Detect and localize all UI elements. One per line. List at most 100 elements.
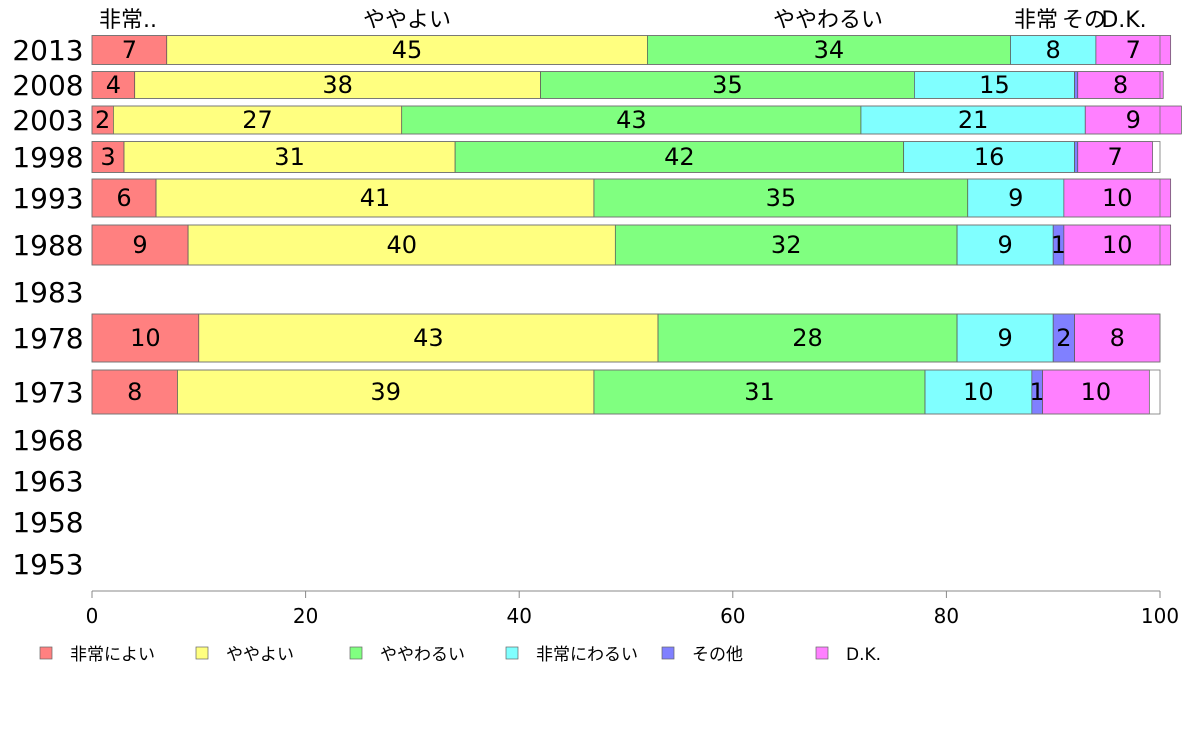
bar-row: 4 38 35 15 8: [91, 71, 1164, 99]
segment-value-label: 9: [1008, 184, 1023, 212]
bar-row: 8 39 31 10 1 10: [91, 369, 1161, 415]
bar-row: 3 31 42 16 7: [91, 141, 1161, 173]
bar-segment: [860, 105, 1086, 135]
column-header: ややよい: [363, 8, 451, 33]
year-label: 1998: [12, 141, 83, 174]
legend-label: 非常にわるい: [536, 645, 638, 665]
bar-segment: [401, 105, 862, 135]
x-axis: 0 20 40 60 80 100: [86, 590, 1179, 628]
bar-segment: [1063, 178, 1172, 218]
segment-value-label: 15: [979, 71, 1010, 99]
bar-frame: [91, 35, 1161, 65]
segment-value-label: 9: [997, 324, 1012, 352]
segment-value-label: 8: [127, 378, 142, 406]
bar-frame: [91, 105, 1161, 135]
legend-swatch: [815, 646, 829, 660]
year-label: 1968: [12, 424, 83, 457]
bar-segment: [454, 141, 905, 173]
segment-value-label: 8: [1046, 36, 1061, 64]
segment-value-label: 7: [1108, 143, 1123, 171]
segment-value-label: 10: [130, 324, 161, 352]
year-label: 1988: [12, 229, 83, 262]
legend-swatch: [505, 646, 519, 660]
segment-value-label: 10: [1081, 378, 1112, 406]
segment-value-label: 16: [974, 143, 1005, 171]
legend-label: その他: [692, 645, 743, 665]
segment-value-label: 1: [1051, 231, 1066, 259]
segment-value-label: 42: [664, 143, 695, 171]
legend-item: 非常にわるい: [505, 645, 638, 665]
column-header: その: [1062, 8, 1106, 33]
segment-value-label: 9: [132, 231, 147, 259]
segment-value-label: 8: [1110, 324, 1125, 352]
bar-segment: [187, 224, 616, 266]
segment-value-label: 35: [766, 184, 797, 212]
segment-value-label: 35: [712, 71, 743, 99]
bar-segment: [1042, 369, 1150, 415]
bar-segment: [123, 141, 456, 173]
year-label: 1958: [12, 506, 83, 539]
legend-label: 非常によい: [70, 645, 155, 665]
column-header: D.K.: [1101, 8, 1146, 33]
segment-value-label: 8: [1113, 71, 1128, 99]
bar-segment: [1084, 105, 1182, 135]
bar-row: 9 40 32 9 1 10: [91, 224, 1172, 266]
segment-value-label: 38: [322, 71, 353, 99]
legend-label: ややわるい: [380, 645, 465, 665]
bar-segment: [166, 35, 648, 65]
bar-segment: [540, 71, 915, 99]
legend-label: ややよい: [226, 645, 294, 665]
column-headers: 非常.. ややよい ややわるい 非常 そのD.K.: [99, 8, 1147, 33]
segment-value-label: 32: [771, 231, 802, 259]
bar-segment: [1077, 71, 1164, 99]
bar-segment: [113, 105, 403, 135]
segment-value-label: 10: [1102, 231, 1133, 259]
segment-value-label: 3: [100, 143, 115, 171]
year-label: 1983: [12, 276, 83, 309]
year-label: 1953: [12, 548, 83, 581]
legend-item: ややわるい: [349, 645, 465, 665]
bar-frame: [91, 141, 1161, 173]
column-header: ややわるい: [773, 8, 883, 33]
bar-segment: [593, 369, 926, 415]
year-label: 1973: [12, 376, 83, 409]
segment-value-label: 40: [386, 231, 417, 259]
segment-value-label: 2: [1056, 324, 1071, 352]
legend-item: 非常によい: [39, 645, 155, 665]
x-tick-label: 40: [506, 604, 531, 628]
segment-value-label: 27: [242, 106, 273, 134]
year-label: 1993: [12, 182, 83, 215]
year-label: 1978: [12, 322, 83, 355]
legend-item: ややよい: [195, 645, 294, 665]
year-label: 1963: [12, 465, 83, 498]
segment-value-label: 21: [958, 106, 989, 134]
year-label: 2003: [12, 104, 83, 137]
bar-segment: [91, 224, 189, 266]
column-header: 非常: [1014, 8, 1058, 33]
legend: 非常によい ややよい ややわるい 非常にわるい その他 D.K.: [39, 645, 881, 665]
bar-rows: 7 45 34 8 74 38 35 15 82 27 43 21 93 31 42 16 76 41 35 9 109…: [91, 35, 1182, 415]
x-tick-label: 100: [1141, 604, 1179, 628]
legend-swatch: [39, 646, 53, 660]
segment-value-label: 7: [122, 36, 137, 64]
legend-label: D.K.: [846, 645, 881, 665]
segment-value-label: 39: [370, 378, 401, 406]
bar-frame: [91, 71, 1161, 99]
year-label: 2013: [12, 34, 83, 67]
bar-segment: [134, 71, 541, 99]
legend-swatch: [195, 646, 209, 660]
bar-segment: [1074, 141, 1079, 173]
bar-frame: [91, 369, 1161, 415]
segment-value-label: 4: [106, 71, 121, 99]
column-header: 非常..: [99, 8, 157, 33]
segment-value-label: 9: [1126, 106, 1141, 134]
segment-value-label: 43: [413, 324, 444, 352]
segment-value-label: 10: [963, 378, 994, 406]
bar-frame: [91, 178, 1161, 218]
bar-segment: [1077, 141, 1153, 173]
bar-frame: [91, 224, 1161, 266]
segment-value-label: 34: [814, 36, 845, 64]
segment-value-label: 45: [392, 36, 423, 64]
legend-swatch: [661, 646, 675, 660]
